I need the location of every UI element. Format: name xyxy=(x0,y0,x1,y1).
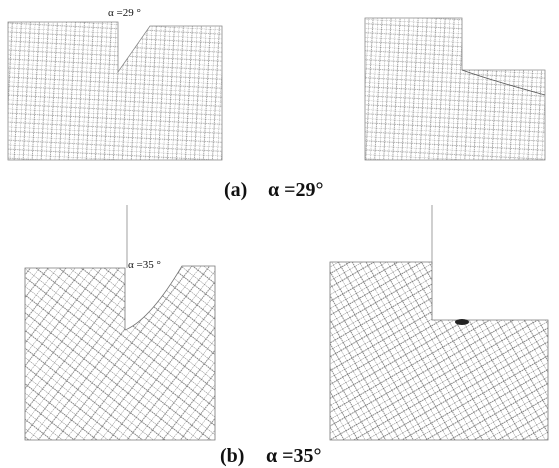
caption-label: (b) xyxy=(220,445,244,467)
mesh xyxy=(25,266,215,440)
panel-annotation: α =35 ° xyxy=(128,259,161,271)
mesh-detail xyxy=(455,319,469,325)
mesh xyxy=(330,262,548,440)
caption-label: (a) xyxy=(224,179,247,201)
caption-text: α =35° xyxy=(266,445,322,467)
mesh xyxy=(8,22,222,160)
mesh xyxy=(365,18,545,160)
panel-annotation: α =29 ° xyxy=(108,7,141,19)
figure: α =29 ° (a) α =29° α =35 ° (b) α =35° xyxy=(0,0,559,468)
caption-text: α =29° xyxy=(268,179,324,201)
